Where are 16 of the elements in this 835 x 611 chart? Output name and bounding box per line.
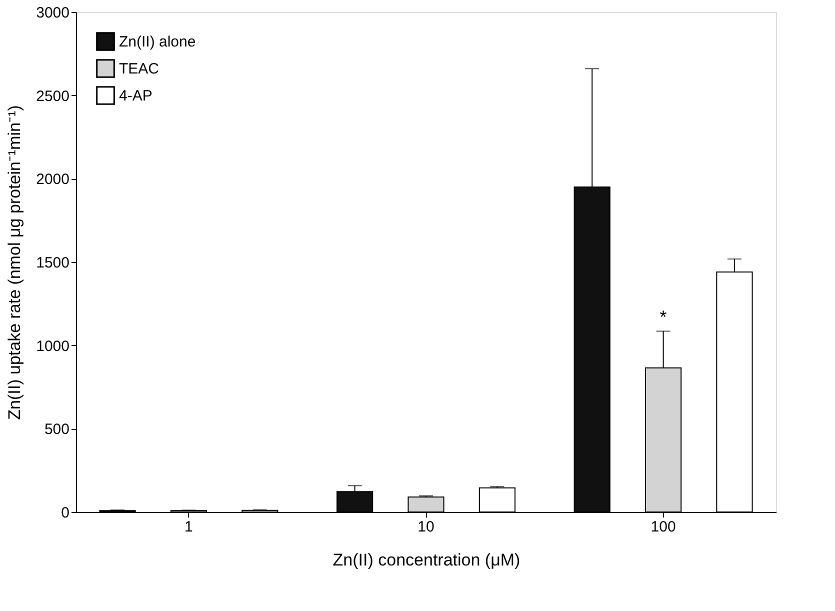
legend-label: Zn(II) alone (119, 34, 196, 50)
y-tick-label: 1000 (36, 338, 70, 355)
y-tick-label: 2500 (36, 88, 70, 105)
annotation: * (660, 307, 667, 328)
y-tick-label: 3000 (36, 4, 70, 22)
legend-label: TEAC (119, 60, 160, 78)
x-tick-label: 100 (650, 518, 676, 536)
x-tick-label: 1 (184, 518, 193, 536)
y-tick-label: 1500 (36, 254, 70, 272)
legend-label: 4-AP (119, 88, 152, 104)
y-tick-label: 2000 (36, 171, 70, 188)
y-axis-title: Zn(II) uptake rate (nmol μg protein⁻¹min⁻¹) (5, 105, 24, 420)
y-tick-label: 0 (61, 504, 70, 522)
x-axis-title: Zn(II) concentration (μM) (332, 550, 520, 570)
x-tick-label: 10 (418, 518, 434, 536)
y-tick-label: 500 (44, 421, 70, 438)
